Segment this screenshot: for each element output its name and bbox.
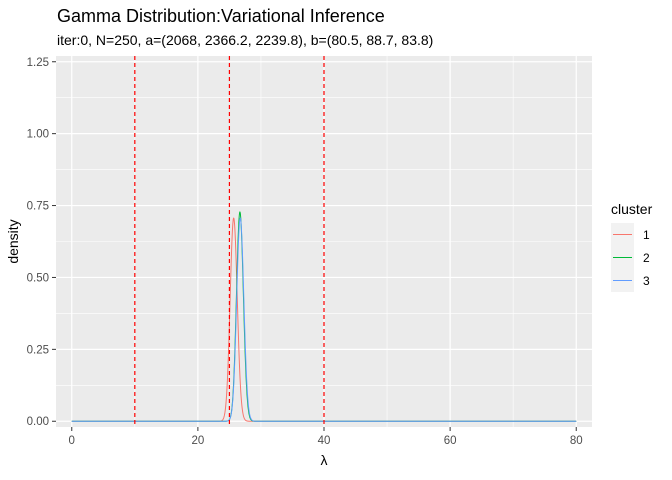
x-tick-label: 60 bbox=[444, 435, 457, 447]
y-axis-title: density bbox=[5, 219, 21, 263]
chart-title: Gamma Distribution:Variational Inference bbox=[57, 6, 385, 26]
legend-title: cluster bbox=[611, 201, 653, 217]
y-tick-label: 0.75 bbox=[27, 201, 49, 213]
y-tick-label: 0.25 bbox=[27, 344, 49, 356]
legend-label: 2 bbox=[643, 251, 650, 265]
chart-subtitle: iter:0, N=250, a=(2068, 2366.2, 2239.8),… bbox=[57, 32, 433, 48]
x-tick-label: 20 bbox=[191, 435, 204, 447]
legend: cluster 1 2 3 bbox=[611, 201, 653, 292]
legend-label: 3 bbox=[643, 274, 650, 288]
y-tick-label: 1.25 bbox=[27, 57, 49, 69]
x-tick-label: 40 bbox=[318, 435, 331, 447]
y-tick-label: 1.00 bbox=[27, 129, 49, 141]
reference-lines bbox=[134, 56, 325, 427]
x-tick-label: 80 bbox=[570, 435, 583, 447]
y-tick-label: 0.00 bbox=[27, 416, 49, 428]
legend-label: 1 bbox=[643, 228, 650, 242]
axes: 0 20 40 60 80 0.00 0.25 0.50 0.75 1.00 1.25 bbox=[27, 57, 583, 447]
x-tick-label: 0 bbox=[69, 435, 75, 447]
x-axis-title: λ bbox=[321, 452, 328, 468]
y-tick-label: 0.50 bbox=[27, 272, 49, 284]
